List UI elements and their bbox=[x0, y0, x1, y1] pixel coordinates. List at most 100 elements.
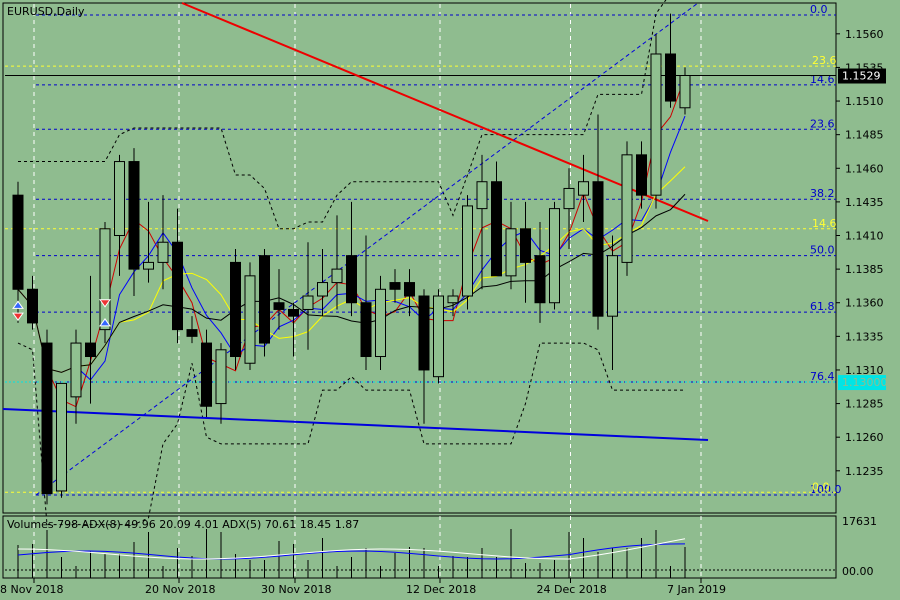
plot-frame bbox=[2, 2, 837, 514]
y-tick-label-13: 1.1235 bbox=[845, 465, 884, 478]
level-76-marker: 1.13000 bbox=[838, 375, 888, 391]
x-tick-label-4: 24 Dec 2018 bbox=[537, 583, 607, 596]
candle-body-8 bbox=[128, 161, 140, 270]
y-tick-label-12: 1.1260 bbox=[845, 431, 884, 444]
adx-line-1 bbox=[17, 543, 686, 560]
candle-body-31 bbox=[462, 205, 473, 297]
candle-body-7 bbox=[114, 161, 125, 237]
y-tick-label-0: 1.1560 bbox=[845, 28, 884, 41]
candle-body-14 bbox=[215, 349, 227, 405]
fib-label-4: 50.0 bbox=[810, 244, 835, 257]
symbol-label: EURUSD,Daily bbox=[7, 5, 85, 18]
y-tick-label-10: 1.1310 bbox=[845, 364, 884, 377]
candle-body-12 bbox=[186, 329, 198, 337]
fib-yellow-label-0: 23.6 bbox=[812, 54, 837, 67]
fib-label-6: 76.4 bbox=[810, 370, 835, 383]
y-tick-label-8: 1.1360 bbox=[845, 297, 884, 310]
candle-body-24 bbox=[360, 302, 372, 358]
candle-body-5 bbox=[85, 342, 96, 358]
candle-body-33 bbox=[491, 181, 502, 277]
y-tick-label-11: 1.1285 bbox=[845, 398, 884, 411]
y-tick-label-6: 1.1410 bbox=[845, 230, 884, 243]
signal-arrow-1 bbox=[12, 312, 24, 322]
current-price-label: 1.1529 bbox=[842, 70, 881, 83]
indicator-label: Volumes 798 ADX(8) 49.96 20.09 4.01 ADX(… bbox=[7, 518, 359, 531]
adx-line-2 bbox=[17, 538, 686, 560]
price-axis: 1.15601.15351.15101.14851.14601.14351.14… bbox=[836, 28, 884, 478]
signal-arrow-3 bbox=[99, 318, 111, 327]
blue-trend-line bbox=[2, 408, 709, 441]
candle-body-15 bbox=[230, 261, 241, 358]
candle-body-39 bbox=[578, 181, 589, 196]
fibonacci-levels: 0.014.623.638.250.061.876.4100.023.614.6… bbox=[5, 3, 842, 496]
band-lower bbox=[17, 342, 685, 526]
candle-body-42 bbox=[621, 154, 633, 263]
candle-body-10 bbox=[157, 241, 169, 263]
candle-body-11 bbox=[172, 241, 183, 331]
x-tick-label-3: 12 Dec 2018 bbox=[406, 583, 476, 596]
candle-body-0 bbox=[12, 194, 24, 290]
candle-body-25 bbox=[375, 288, 386, 358]
candle-body-36 bbox=[534, 255, 546, 304]
candle-body-6 bbox=[99, 228, 111, 331]
y-tick-label-7: 1.1385 bbox=[845, 263, 884, 276]
fib-yellow-label-2: 0.0 bbox=[812, 480, 830, 493]
fib-yellow-label-1: 14.6 bbox=[812, 217, 837, 230]
candle-body-22 bbox=[331, 268, 343, 284]
candle-body-44 bbox=[650, 53, 662, 196]
red-trend-line bbox=[181, 2, 709, 222]
candlesticks bbox=[12, 13, 691, 505]
time-axis: 8 Nov 2018 20 Nov 2018 30 Nov 2018 12 Dec 2… bbox=[0, 578, 726, 596]
candle-body-18 bbox=[273, 302, 285, 310]
candle-body-37 bbox=[549, 208, 560, 304]
fib-label-1: 14.6 bbox=[810, 73, 835, 86]
candle-body-41 bbox=[607, 255, 618, 317]
x-tick-label-1: 20 Nov 2018 bbox=[145, 583, 215, 596]
candle-body-38 bbox=[563, 187, 575, 210]
x-tick-label-2: 30 Nov 2018 bbox=[261, 583, 331, 596]
indicator-tick-zero: 00.00 bbox=[842, 565, 874, 578]
candle-body-30 bbox=[447, 295, 459, 304]
candle-body-45 bbox=[665, 53, 676, 102]
candle-body-21 bbox=[317, 282, 328, 297]
y-tick-label-3: 1.1485 bbox=[845, 129, 884, 142]
candle-body-32 bbox=[476, 181, 488, 210]
candle-body-9 bbox=[143, 261, 154, 270]
envelope-bands bbox=[17, 0, 685, 526]
candle-body-20 bbox=[302, 295, 314, 310]
candle-body-29 bbox=[433, 295, 444, 378]
indicator-frame bbox=[2, 515, 837, 579]
signal-arrows bbox=[12, 299, 111, 327]
candle-body-28 bbox=[418, 295, 430, 371]
candle-body-27 bbox=[404, 282, 415, 297]
candle-body-4 bbox=[70, 342, 82, 398]
band-upper bbox=[18, 0, 667, 230]
indicator-tick-max: 17631 bbox=[842, 515, 877, 528]
candle-body-43 bbox=[636, 154, 647, 196]
y-tick-label-2: 1.1510 bbox=[845, 95, 884, 108]
candle-body-34 bbox=[505, 228, 517, 277]
x-tick-label-0: 8 Nov 2018 bbox=[0, 583, 63, 596]
current-price-marker: 1.1529 bbox=[838, 68, 886, 84]
blue-channel-line bbox=[35, 2, 699, 496]
fib-label-5: 61.8 bbox=[810, 300, 835, 313]
ma-black bbox=[17, 193, 686, 373]
candle-body-3 bbox=[56, 382, 67, 492]
candle-body-13 bbox=[201, 342, 212, 407]
level-76-label: 1.13000 bbox=[842, 376, 888, 389]
candle-body-19 bbox=[288, 308, 299, 317]
candle-body-17 bbox=[259, 255, 270, 344]
signal-arrow-0 bbox=[12, 300, 24, 309]
signal-arrow-2 bbox=[99, 299, 111, 308]
y-tick-label-9: 1.1335 bbox=[845, 330, 884, 343]
fib-label-3: 38.2 bbox=[810, 187, 835, 200]
fib-label-0: 0.0 bbox=[810, 3, 828, 16]
candle-body-2 bbox=[41, 342, 53, 495]
volume-adx-panel bbox=[5, 529, 836, 578]
candle-body-1 bbox=[27, 288, 38, 324]
candle-body-40 bbox=[592, 181, 604, 317]
x-tick-label-5: 7 Jan 2019 bbox=[667, 583, 726, 596]
y-tick-label-5: 1.1435 bbox=[845, 196, 884, 209]
candle-body-16 bbox=[244, 275, 256, 364]
